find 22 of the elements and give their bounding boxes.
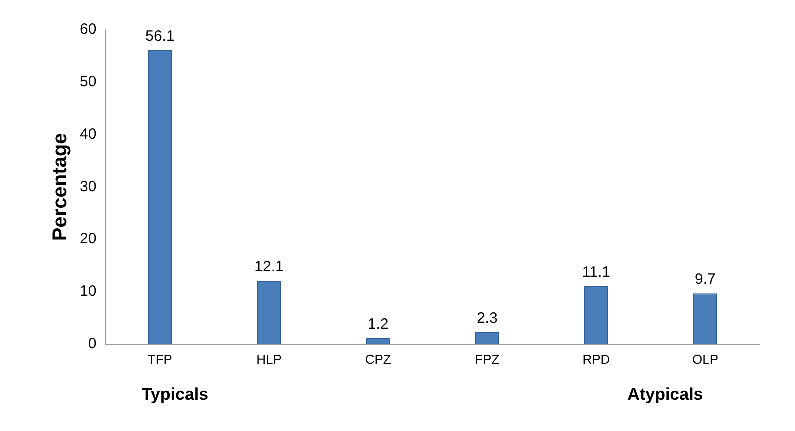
y-tick-label: 40	[80, 126, 97, 143]
x-tick-label: CPZ	[365, 352, 392, 367]
x-tick-label: RPD	[582, 352, 610, 367]
data-label: 12.1	[254, 258, 284, 276]
data-label: 56.1	[146, 28, 175, 46]
y-tick-label: 0	[88, 336, 97, 353]
x-tick-label: TFP	[148, 352, 172, 367]
y-axis-title: Percentage	[50, 133, 72, 242]
data-label: 2.3	[476, 310, 498, 327]
y-tick-label: 50	[80, 74, 97, 91]
data-label: 11.1	[582, 264, 610, 281]
y-tick-label: 30	[80, 178, 97, 196]
data-label: 1.2	[368, 316, 389, 333]
y-tick-label: 10	[80, 283, 97, 300]
text: Atypicals	[628, 385, 704, 405]
x-tick-label: HLP	[256, 352, 282, 367]
x-tick-label: OLP	[692, 352, 718, 367]
y-tick-label: 60	[80, 21, 97, 38]
data-label: 9.7	[695, 271, 716, 288]
x-tick-label: FPZ	[475, 352, 500, 367]
y-tick-label: 20	[80, 230, 97, 248]
text: Typicals	[142, 385, 209, 405]
